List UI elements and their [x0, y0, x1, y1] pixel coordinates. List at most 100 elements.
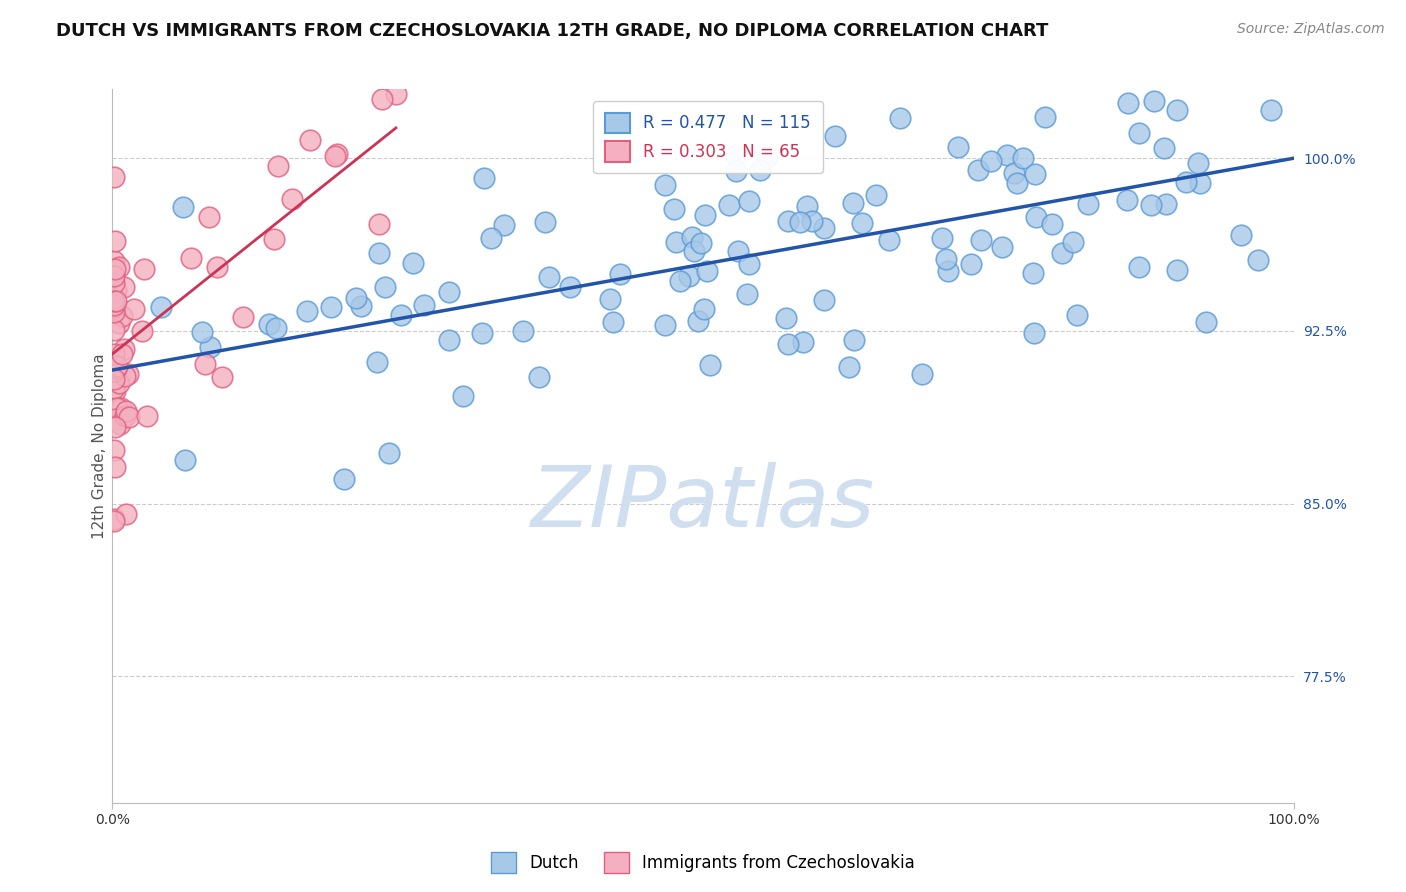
Point: [533, 215, 555, 229]
Point: [104, 283, 127, 297]
Point: [112, 342, 135, 356]
Point: [776, 214, 799, 228]
Point: [111, 346, 134, 360]
Point: [117, 367, 139, 381]
Text: ZIPatlas: ZIPatlas: [531, 461, 875, 545]
Point: [1195, 315, 1218, 329]
Point: [931, 231, 953, 245]
Point: [796, 199, 818, 213]
Point: [350, 299, 373, 313]
Point: [413, 298, 436, 312]
Point: [681, 229, 703, 244]
Point: [842, 196, 865, 211]
Point: [1174, 175, 1197, 189]
Point: [112, 279, 135, 293]
Point: [190, 325, 212, 339]
Point: [1022, 266, 1045, 280]
Point: [211, 370, 233, 384]
Point: [889, 111, 911, 125]
Point: [1230, 227, 1253, 242]
Point: [135, 409, 157, 423]
Point: [1116, 95, 1139, 110]
Point: [205, 260, 228, 274]
Point: [326, 146, 349, 161]
Point: [699, 358, 721, 372]
Point: [960, 257, 983, 271]
Point: [851, 216, 873, 230]
Point: [1025, 210, 1047, 224]
Point: [280, 192, 302, 206]
Point: [678, 269, 700, 284]
Point: [200, 340, 222, 354]
Point: [1260, 103, 1282, 117]
Point: [104, 261, 127, 276]
Point: [122, 301, 145, 316]
Point: [558, 280, 581, 294]
Point: [198, 211, 221, 225]
Point: [935, 252, 957, 266]
Point: [108, 316, 131, 330]
Point: [669, 274, 692, 288]
Point: [688, 313, 710, 327]
Point: [108, 376, 131, 390]
Point: [103, 381, 125, 395]
Point: [1022, 326, 1045, 341]
Point: [472, 170, 495, 185]
Point: [103, 364, 125, 378]
Point: [374, 280, 396, 294]
Point: [1077, 196, 1099, 211]
Point: [966, 162, 988, 177]
Point: [689, 236, 711, 251]
Point: [609, 268, 631, 282]
Point: [103, 276, 125, 290]
Point: [104, 412, 127, 426]
Text: DUTCH VS IMMIGRANTS FROM CZECHOSLOVAKIA 12TH GRADE, NO DIPLOMA CORRELATION CHART: DUTCH VS IMMIGRANTS FROM CZECHOSLOVAKIA …: [56, 22, 1049, 40]
Point: [103, 253, 125, 268]
Point: [114, 368, 136, 383]
Point: [1139, 198, 1161, 212]
Point: [104, 235, 127, 249]
Point: [437, 285, 460, 300]
Point: [492, 219, 515, 233]
Point: [1024, 167, 1046, 181]
Point: [295, 303, 318, 318]
Point: [104, 420, 127, 434]
Point: [104, 360, 127, 375]
Legend: Dutch, Immigrants from Czechoslovakia: Dutch, Immigrants from Czechoslovakia: [485, 846, 921, 880]
Point: [110, 401, 132, 416]
Point: [665, 235, 688, 250]
Point: [103, 298, 125, 312]
Point: [724, 164, 747, 178]
Point: [842, 334, 865, 348]
Point: [194, 357, 217, 371]
Point: [527, 370, 550, 384]
Point: [789, 215, 811, 229]
Point: [118, 409, 141, 424]
Point: [103, 364, 125, 378]
Point: [264, 321, 287, 335]
Point: [693, 208, 716, 222]
Point: [970, 233, 993, 247]
Point: [1166, 263, 1188, 277]
Point: [103, 512, 125, 526]
Point: [367, 217, 389, 231]
Point: [103, 384, 125, 398]
Point: [105, 359, 128, 374]
Point: [654, 318, 676, 332]
Point: [1153, 141, 1175, 155]
Point: [911, 367, 934, 381]
Point: [378, 446, 401, 460]
Point: [103, 170, 125, 185]
Point: [172, 201, 194, 215]
Point: [111, 309, 134, 323]
Point: [1052, 245, 1074, 260]
Point: [471, 326, 494, 341]
Point: [105, 401, 128, 415]
Point: [775, 311, 797, 326]
Point: [104, 460, 127, 475]
Point: [103, 294, 125, 309]
Point: [696, 264, 718, 278]
Point: [103, 372, 125, 386]
Point: [385, 87, 408, 101]
Point: [1187, 155, 1209, 169]
